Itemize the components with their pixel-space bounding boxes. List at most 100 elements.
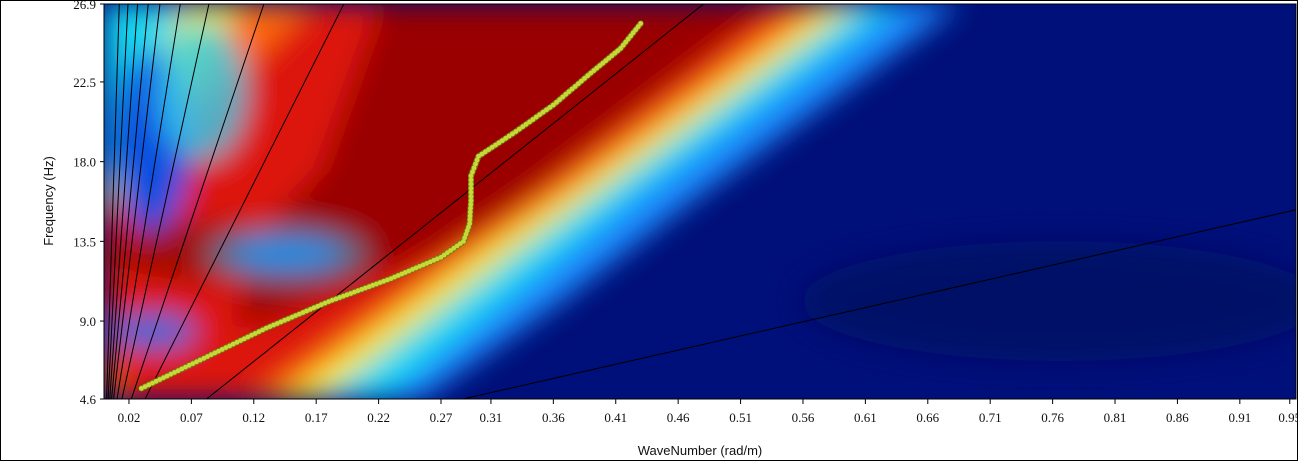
dispersion-point: [471, 165, 477, 171]
x-tick-label: 0.31: [480, 410, 503, 425]
dispersion-point: [157, 377, 163, 382]
y-tick-label: 26.9: [73, 1, 96, 12]
x-tick-label: 0.51: [729, 410, 752, 425]
x-tick-label: 0.95: [1278, 410, 1297, 425]
y-tick-label: 13.5: [73, 234, 96, 249]
dispersion-point: [197, 357, 203, 363]
dispersion-point: [468, 205, 473, 211]
x-tick-label: 0.71: [979, 410, 1002, 425]
dispersion-point: [271, 322, 276, 328]
dispersion-point: [245, 334, 251, 340]
x-tick-label: 0.07: [180, 410, 203, 425]
dispersion-point: [370, 282, 376, 288]
dispersion-point: [142, 384, 148, 389]
x-tick-label: 0.91: [1228, 410, 1251, 425]
dispersion-point: [219, 347, 225, 352]
dispersion-point: [527, 119, 532, 125]
dispersion-point: [474, 157, 480, 163]
dispersion-point: [406, 268, 412, 274]
dispersion-point: [482, 149, 488, 155]
dispersion-point: [392, 274, 397, 280]
dispersion-point: [344, 292, 350, 298]
dispersion-point: [227, 343, 233, 349]
y-axis: 4.6 9.0 13.5 18.0 22.5 26.9: [73, 1, 104, 407]
dispersion-point: [499, 138, 505, 144]
dispersion-point: [168, 371, 174, 377]
dispersion-point: [496, 140, 502, 146]
x-tick-label: 0.81: [1104, 410, 1127, 425]
dispersion-point: [296, 311, 302, 317]
dispersion-point: [300, 310, 306, 315]
dispersion-point: [256, 329, 262, 335]
dispersion-point: [282, 317, 287, 323]
x-tick-label: 0.66: [916, 410, 939, 425]
dispersion-point: [263, 325, 269, 331]
dispersion-point: [402, 270, 408, 275]
x-tick-label: 0.36: [542, 410, 565, 425]
heat-blob-blue-bottomleft: [106, 313, 196, 349]
dispersion-point: [205, 354, 210, 359]
dispersion-point: [223, 345, 229, 350]
dispersion-point: [377, 280, 383, 285]
dispersion-point: [183, 364, 188, 370]
dispersion-point: [274, 321, 280, 326]
dispersion-point: [493, 142, 498, 148]
x-tick-label: 0.22: [367, 410, 390, 425]
dispersion-point: [476, 153, 481, 159]
x-tick-label: 0.12: [242, 410, 265, 425]
y-tick-label: 22.5: [73, 75, 96, 90]
x-tick-label: 0.76: [1041, 410, 1064, 425]
dispersion-point: [468, 185, 474, 191]
dispersion-point: [385, 277, 390, 283]
x-tick-label: 0.61: [854, 410, 877, 425]
dispersion-point: [289, 314, 295, 320]
dispersion-point: [216, 348, 221, 354]
dispersion-point: [520, 124, 526, 130]
dispersion-point: [326, 299, 332, 304]
heat-hole-cyan-ring: [206, 228, 366, 280]
dispersion-point: [150, 380, 155, 386]
x-tick-label: 0.56: [792, 410, 815, 425]
dispersion-point: [139, 386, 144, 391]
dispersion-point: [352, 289, 357, 295]
dispersion-point: [153, 378, 159, 384]
dispersion-point: [427, 259, 433, 265]
dispersion-point: [363, 285, 368, 291]
dispersion-point: [463, 231, 469, 237]
velocity-line: [205, 4, 705, 399]
dispersion-point: [175, 368, 181, 374]
plot-area: [104, 4, 1296, 399]
dispersion-point: [161, 375, 166, 381]
x-tick-label: 0.17: [305, 410, 328, 425]
dispersion-point: [230, 341, 236, 347]
dispersion-point: [417, 264, 422, 269]
dispersion-point: [238, 338, 244, 343]
dispersion-point: [468, 202, 474, 207]
dispersion-point: [530, 117, 536, 122]
dispersion-point: [468, 198, 474, 204]
dispersion-point: [304, 308, 309, 314]
dispersion-point: [252, 331, 258, 336]
dispersion-point: [146, 382, 152, 388]
dispersion-point: [293, 313, 298, 318]
dispersion-point: [381, 278, 387, 284]
dispersion-point: [315, 303, 321, 309]
dispersion-point: [212, 350, 218, 356]
dispersion-point: [435, 256, 440, 262]
dispersion-point: [473, 161, 478, 167]
dispersion-point: [468, 177, 474, 183]
dispersion-point: [638, 21, 644, 26]
x-tick-label: 0.41: [604, 410, 627, 425]
dispersion-point: [234, 339, 240, 345]
dispersion-point: [503, 135, 509, 141]
dispersion-curve: [138, 20, 644, 392]
dispersion-point: [557, 97, 562, 103]
dispersion-point: [260, 327, 265, 333]
dispersion-point: [337, 295, 343, 300]
dispersion-point: [355, 288, 361, 294]
dispersion-point: [523, 121, 529, 127]
dispersion-point: [572, 84, 578, 89]
dispersion-point: [579, 78, 584, 84]
dispersion-point: [513, 129, 519, 134]
